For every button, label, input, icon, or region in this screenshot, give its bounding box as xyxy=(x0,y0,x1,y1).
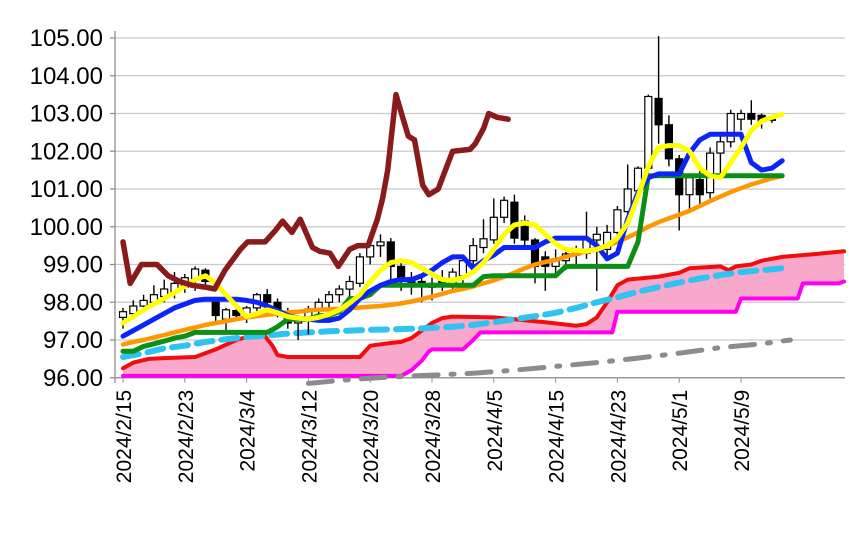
candle-up xyxy=(623,188,632,213)
candle-up xyxy=(139,299,148,307)
cloud-fill xyxy=(123,251,844,376)
candle-down xyxy=(654,97,663,126)
candle-up xyxy=(129,305,138,315)
x-axis-label: 2024/4/23 xyxy=(607,390,630,483)
candle-down xyxy=(747,112,756,120)
x-axis-label: 2024/3/12 xyxy=(298,390,321,483)
candle-up xyxy=(345,280,354,290)
candle-up xyxy=(716,141,725,154)
candle-down xyxy=(211,301,220,317)
y-axis-label: 104.00 xyxy=(30,63,103,90)
x-axis-label: 2024/4/5 xyxy=(484,390,507,472)
candle-up xyxy=(613,209,622,234)
candle-up xyxy=(221,309,231,320)
y-axis-label: 102.00 xyxy=(30,138,103,165)
x-axis-label: 2024/2/15 xyxy=(113,390,136,483)
cloud-top-line xyxy=(121,249,846,371)
candle-up xyxy=(355,256,364,284)
y-axis-label: 100.00 xyxy=(30,214,103,241)
y-axis-label: 98.00 xyxy=(43,289,103,316)
candle-up xyxy=(335,288,344,296)
x-axis-label: 2024/4/15 xyxy=(546,390,569,483)
x-axis-label: 2024/5/9 xyxy=(731,390,754,472)
candle-up xyxy=(479,238,488,249)
candle-up xyxy=(376,241,385,247)
candle-up xyxy=(500,199,509,218)
candle-up xyxy=(685,177,694,196)
candle-down xyxy=(695,179,704,196)
orange-line xyxy=(120,173,785,347)
y-axis-label: 101.00 xyxy=(30,176,103,203)
y-axis-label: 97.00 xyxy=(43,327,103,354)
candle-up xyxy=(324,294,334,303)
candle-down xyxy=(664,124,674,160)
cyan-dashed-line xyxy=(120,265,786,360)
y-axis-label: 105.00 xyxy=(30,25,103,52)
x-axis-label: 2024/5/1 xyxy=(669,390,692,472)
x-axis-label: 2024/3/28 xyxy=(422,390,445,483)
y-axis-label: 103.00 xyxy=(30,101,103,128)
candle-down xyxy=(386,241,395,267)
y-axis-label: 99.00 xyxy=(43,252,103,279)
x-axis-label: 2024/3/4 xyxy=(237,389,260,471)
y-axis-label: 96.00 xyxy=(43,365,103,392)
gray-dashdot-line xyxy=(305,337,793,386)
dark-red-line xyxy=(120,91,511,292)
x-axis-label: 2024/3/20 xyxy=(360,390,383,483)
cloud-bottom-line xyxy=(121,279,846,378)
yellow-line xyxy=(120,111,785,326)
candle-up xyxy=(118,311,128,319)
candle-up xyxy=(469,245,478,262)
candle-up xyxy=(489,216,498,241)
candle-down xyxy=(510,201,519,239)
candle-up xyxy=(592,233,601,241)
candle-up xyxy=(736,112,746,120)
candle-down xyxy=(263,294,272,303)
x-axis-label: 2024/2/23 xyxy=(175,390,198,483)
candle-up xyxy=(726,112,735,143)
